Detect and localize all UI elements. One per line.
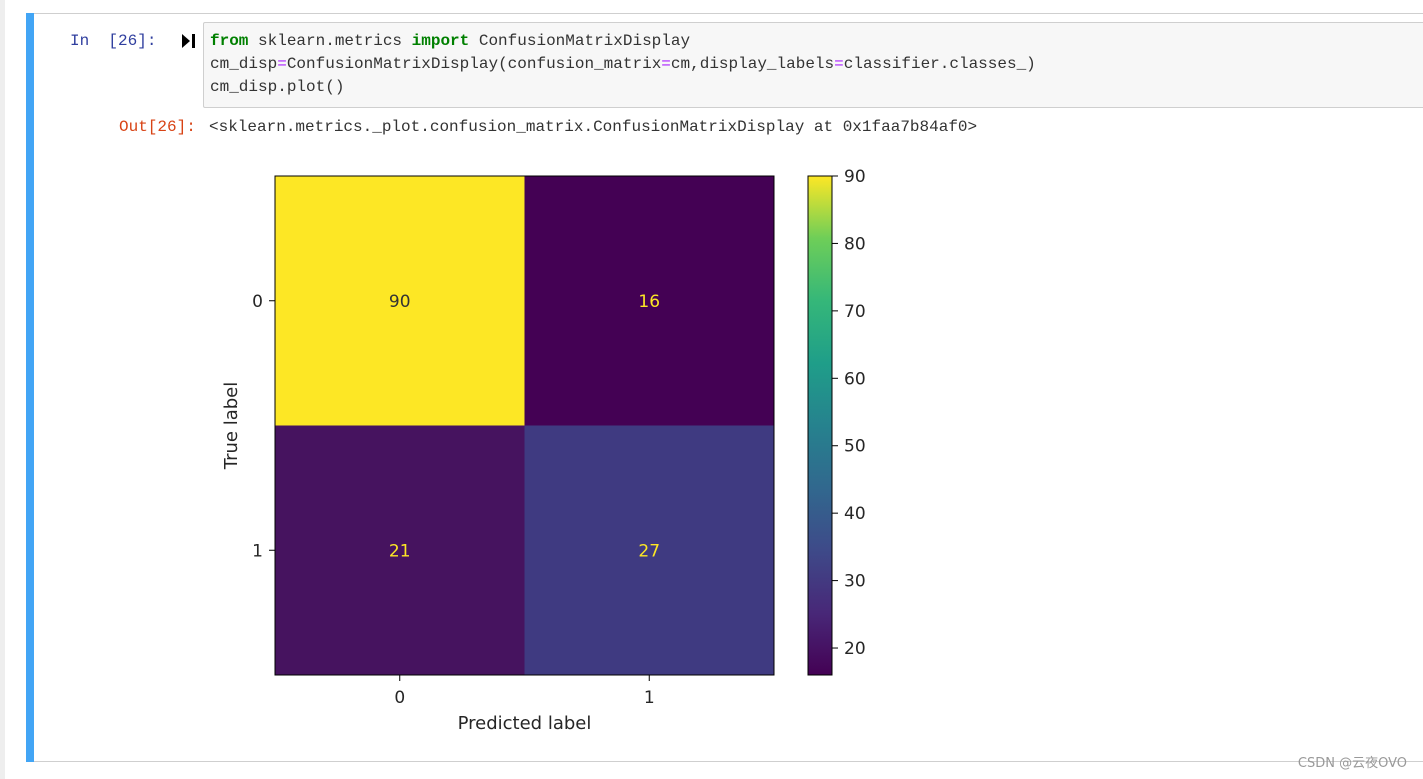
- colorbar-tick-label: 60: [844, 369, 866, 389]
- colorbar-tick-label: 40: [844, 504, 866, 524]
- y-tick-label: 1: [252, 541, 263, 561]
- heatmap-value-label: 21: [389, 541, 411, 561]
- output-prompt: Out[26]:: [119, 118, 196, 136]
- code-line: cm_disp=ConfusionMatrixDisplay(confusion…: [210, 53, 1036, 76]
- heatmap-cell: [524, 176, 774, 426]
- heatmap-value-label: 90: [389, 292, 411, 312]
- code-token: cm,display_labels: [670, 55, 835, 73]
- code-token: cm_disp.plot(): [210, 78, 345, 96]
- colorbar-tick-label: 80: [844, 234, 866, 254]
- code-token: =: [834, 55, 844, 73]
- code-token: classifier.classes_): [843, 55, 1036, 73]
- code-token: sklearn.metrics: [248, 32, 412, 50]
- output-repr-text: <sklearn.metrics._plot.confusion_matrix.…: [209, 118, 978, 136]
- colorbar-tick-label: 50: [844, 437, 866, 457]
- code-token: import: [411, 32, 470, 50]
- code-editor[interactable]: from sklearn.metrics import ConfusionMat…: [210, 30, 1036, 99]
- left-gutter: [0, 0, 5, 779]
- heatmap-cell: [275, 425, 525, 675]
- colorbar-tick-label: 20: [844, 639, 866, 659]
- x-tick-label: 0: [394, 688, 405, 708]
- colorbar-tick-label: 30: [844, 572, 866, 592]
- code-token: ConfusionMatrixDisplay(confusion_matrix: [286, 55, 662, 73]
- y-tick-label: 0: [252, 292, 263, 312]
- code-line: cm_disp.plot(): [210, 76, 1036, 99]
- code-token: =: [661, 55, 671, 73]
- code-token: ConfusionMatrixDisplay: [469, 32, 691, 50]
- heatmap-value-label: 16: [638, 292, 660, 312]
- input-prompt: In [26]:: [70, 32, 157, 50]
- heatmap-cell: [524, 425, 774, 675]
- watermark: CSDN @云夜OVO: [1297, 756, 1407, 771]
- code-token: cm_disp: [210, 55, 278, 73]
- colorbar-tick-label: 70: [844, 302, 866, 322]
- code-token: =: [277, 55, 287, 73]
- heatmap-cell: [275, 176, 525, 426]
- run-cell-icon[interactable]: [182, 33, 196, 49]
- colorbar-tick-label: 90: [844, 167, 866, 187]
- x-tick-label: 1: [644, 688, 655, 708]
- cell-selection-indicator: [26, 13, 34, 762]
- y-axis-label: True label: [221, 382, 242, 471]
- code-line: from sklearn.metrics import ConfusionMat…: [210, 30, 1036, 53]
- notebook-cell[interactable]: In [26]: from sklearn.metrics import Con…: [26, 13, 1423, 762]
- colorbar: [807, 175, 833, 676]
- x-axis-label: Predicted label: [458, 713, 592, 734]
- code-input-area[interactable]: from sklearn.metrics import ConfusionMat…: [203, 22, 1423, 108]
- axes-frame: [274, 175, 775, 676]
- heatmap-value-label: 27: [638, 541, 660, 561]
- code-token: from: [210, 32, 249, 50]
